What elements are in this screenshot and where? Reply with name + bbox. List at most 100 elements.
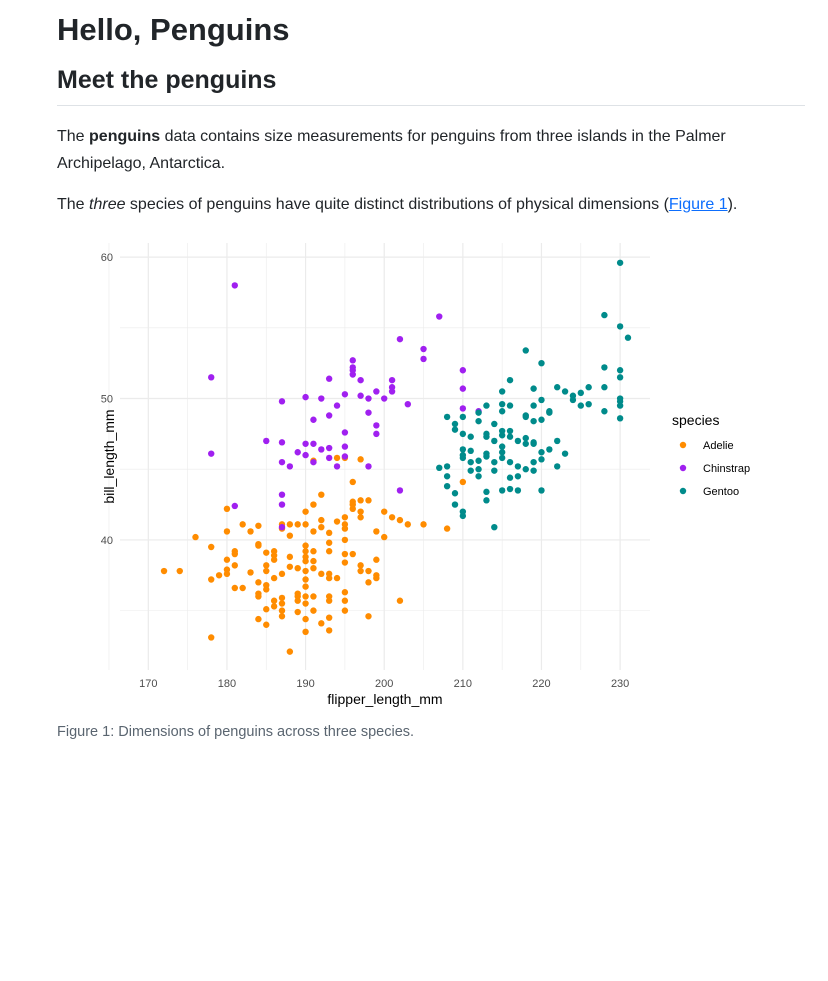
point-adelie: [373, 556, 380, 563]
text: The: [57, 128, 90, 145]
point-gentoo: [498, 400, 506, 408]
point-adelie: [231, 584, 239, 592]
point-adelie: [160, 567, 168, 575]
point-gentoo: [514, 437, 522, 445]
point-adelie: [396, 516, 404, 524]
point-adelie: [365, 613, 372, 620]
point-gentoo: [467, 447, 474, 455]
point-chinstrap: [231, 502, 239, 510]
point-gentoo: [616, 415, 624, 422]
point-adelie: [357, 567, 364, 575]
point-adelie: [318, 491, 325, 498]
point-adelie: [302, 542, 309, 549]
point-gentoo: [475, 466, 482, 473]
point-adelie: [341, 597, 349, 604]
point-chinstrap: [278, 458, 286, 466]
point-gentoo: [506, 474, 514, 481]
point-gentoo: [459, 451, 467, 459]
point-adelie: [278, 570, 286, 578]
points: [160, 259, 632, 655]
point-gentoo: [491, 420, 498, 428]
point-adelie: [278, 600, 286, 607]
point-adelie: [263, 549, 270, 556]
point-chinstrap: [459, 367, 467, 374]
point-adelie: [302, 548, 309, 555]
point-adelie: [310, 564, 317, 572]
point-chinstrap: [341, 391, 349, 398]
point-adelie: [341, 525, 349, 532]
point-gentoo: [530, 458, 537, 466]
legend-key-chinstrap: [679, 464, 687, 472]
point-gentoo: [459, 512, 467, 520]
point-chinstrap: [325, 444, 333, 452]
point-chinstrap: [420, 345, 427, 353]
point-adelie: [208, 634, 215, 641]
point-adelie: [302, 567, 309, 575]
point-gentoo: [483, 488, 490, 496]
point-gentoo: [522, 347, 529, 354]
point-gentoo: [514, 463, 522, 470]
point-adelie: [302, 583, 309, 590]
emphasis: three: [89, 196, 126, 213]
point-chinstrap: [388, 376, 396, 384]
point-chinstrap: [420, 355, 427, 363]
point-chinstrap: [294, 449, 301, 456]
point-gentoo: [514, 473, 522, 480]
figure-1-link[interactable]: Figure 1: [668, 196, 728, 213]
point-gentoo: [601, 311, 608, 319]
x-tick-label: 230: [611, 678, 629, 690]
point-gentoo: [498, 388, 506, 395]
point-gentoo: [616, 374, 624, 381]
point-adelie: [278, 594, 286, 602]
point-gentoo: [530, 439, 537, 446]
point-adelie: [325, 548, 333, 555]
figure-caption: Figure 1: Dimensions of penguins across …: [57, 724, 415, 740]
point-chinstrap: [388, 388, 396, 395]
point-adelie: [388, 514, 396, 521]
point-gentoo: [459, 430, 467, 438]
point-adelie: [208, 543, 215, 551]
point-adelie: [294, 564, 301, 572]
point-adelie: [373, 574, 380, 582]
point-gentoo: [585, 400, 592, 408]
legend-label-adelie: Adelie: [703, 440, 734, 452]
text: data contains size measurements for peng…: [57, 128, 726, 172]
point-gentoo: [538, 359, 545, 367]
point-adelie: [270, 556, 278, 563]
point-gentoo: [498, 408, 506, 415]
point-adelie: [341, 607, 349, 614]
point-gentoo: [561, 450, 569, 457]
point-chinstrap: [318, 395, 325, 402]
point-chinstrap: [325, 412, 333, 419]
point-adelie: [310, 528, 317, 535]
point-adelie: [310, 593, 317, 600]
point-chinstrap: [278, 439, 286, 446]
x-tick-label: 200: [375, 678, 393, 690]
point-chinstrap: [231, 282, 239, 289]
y-tick-label: 40: [101, 535, 113, 547]
point-chinstrap: [278, 491, 286, 498]
point-adelie: [270, 548, 278, 555]
point-gentoo: [538, 396, 545, 404]
point-adelie: [357, 497, 364, 504]
point-gentoo: [530, 417, 537, 425]
point-gentoo: [538, 449, 545, 456]
point-gentoo: [498, 432, 506, 439]
point-adelie: [310, 501, 317, 508]
point-adelie: [270, 603, 278, 610]
point-adelie: [286, 521, 294, 528]
point-gentoo: [546, 409, 553, 416]
point-gentoo: [459, 413, 467, 421]
point-gentoo: [506, 485, 514, 493]
point-gentoo: [506, 427, 514, 435]
point-chinstrap: [349, 357, 356, 364]
point-adelie: [341, 514, 349, 521]
point-chinstrap: [310, 440, 317, 447]
point-adelie: [208, 576, 215, 583]
point-adelie: [310, 607, 317, 614]
point-gentoo: [451, 490, 459, 497]
point-gentoo: [443, 463, 451, 470]
point-gentoo: [538, 487, 545, 494]
point-gentoo: [554, 437, 561, 445]
point-gentoo: [585, 384, 592, 391]
